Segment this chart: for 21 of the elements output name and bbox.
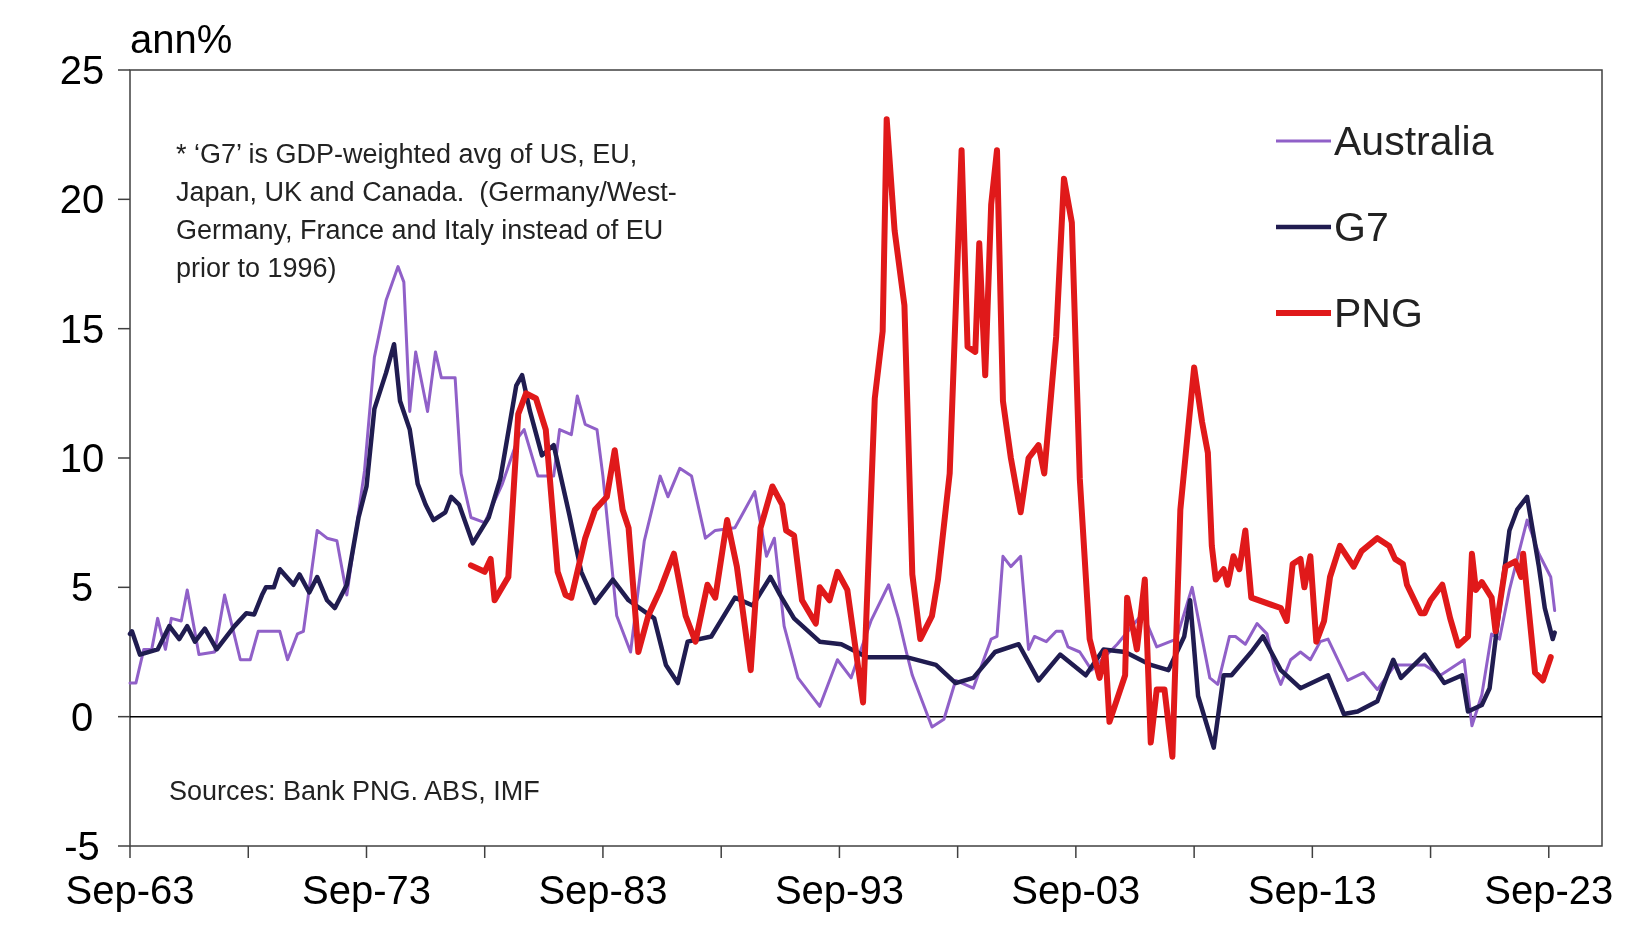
- annotation: Sources: Bank PNG. ABS, IMF: [169, 776, 540, 806]
- y-tick-label: 5: [70, 565, 94, 610]
- y-tick-label: 0: [70, 694, 94, 739]
- y-tick-label: 15: [59, 306, 105, 351]
- line-series: [127, 341, 1557, 750]
- x-tick-label: Sep-63: [65, 868, 195, 912]
- x-tick-label: Sep-23: [1484, 868, 1614, 912]
- legend-label: PNG: [1334, 290, 1423, 337]
- y-tick-label: 25: [59, 48, 105, 92]
- x-tick-label: Sep-73: [302, 868, 431, 912]
- annotation: * ‘G7’ is GDP-weighted avg of US, EU, Japan, UK and Canada. (Germany/West- Germany, France and Italy instead of EU prior to 1996): [176, 139, 677, 283]
- y-tick-label: 10: [59, 436, 105, 480]
- legend-label: G7: [1334, 204, 1389, 251]
- x-tick-label: Sep-13: [1247, 868, 1377, 912]
- y-tick-label: 20: [59, 177, 105, 222]
- y-axis-title: ann%: [130, 17, 233, 61]
- legend-label: Australia: [1334, 118, 1494, 165]
- y-tick-label: -5: [64, 824, 100, 868]
- x-tick-label: Sep-93: [774, 868, 904, 912]
- x-tick-label: Sep-83: [538, 868, 668, 912]
- x-tick-label: Sep-03: [1011, 868, 1141, 912]
